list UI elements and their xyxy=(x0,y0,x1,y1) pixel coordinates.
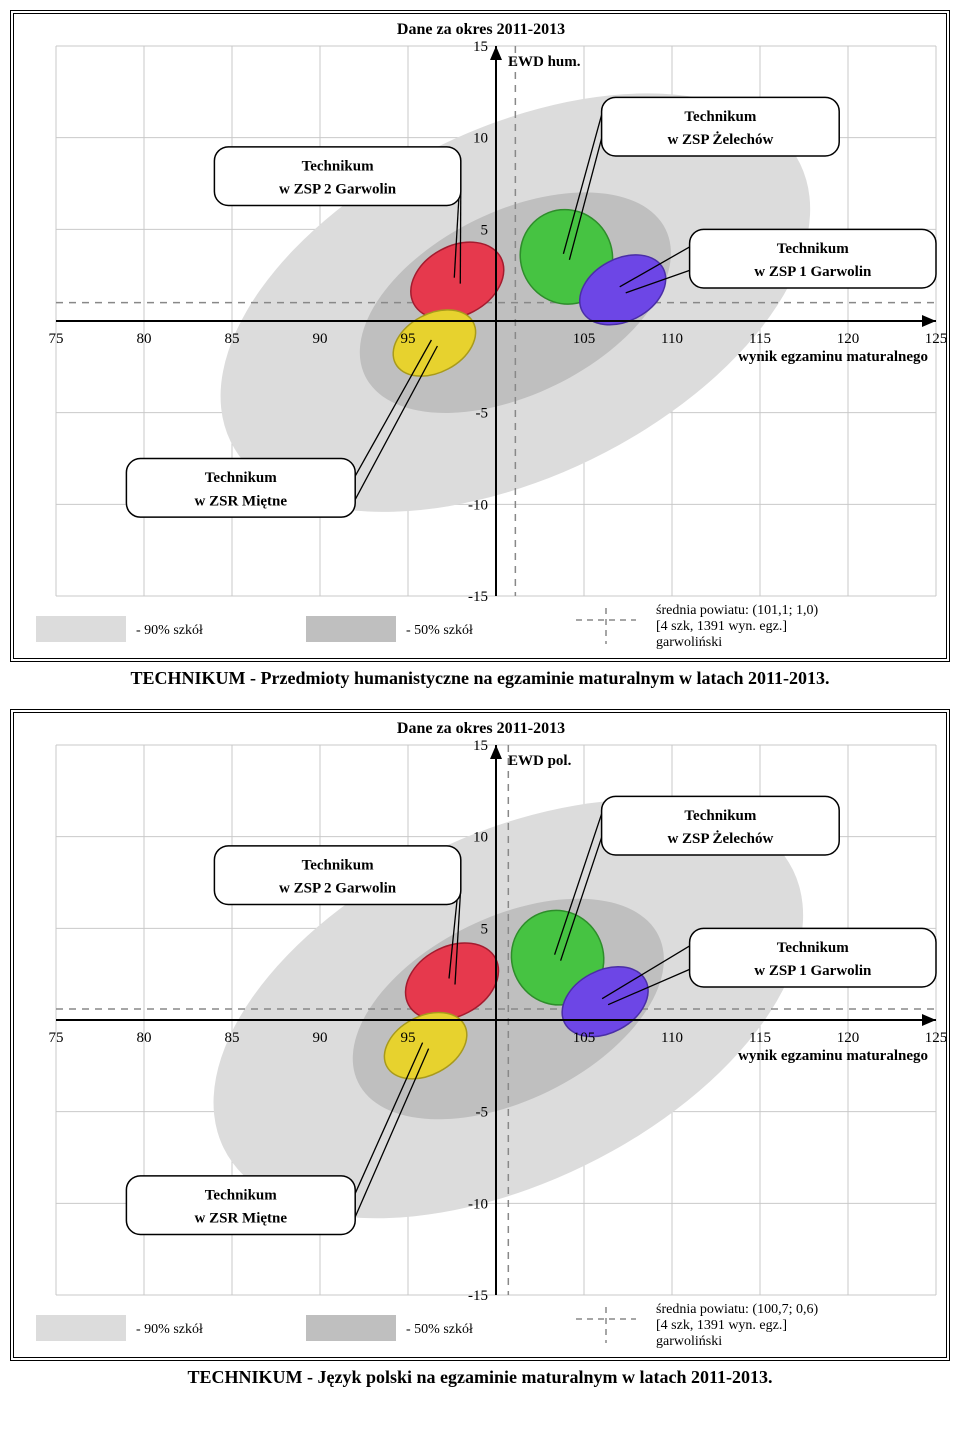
y-tick-label: 10 xyxy=(473,131,488,147)
legend-swatch-90 xyxy=(36,616,126,642)
legend-crosshair-text: garwoliński xyxy=(656,1334,722,1349)
callout-text: Technikum xyxy=(302,857,374,873)
x-tick-label: 95 xyxy=(401,1030,416,1046)
callout-text: w ZSP 1 Garwolin xyxy=(754,264,872,280)
callout-text: w ZSP Żelechów xyxy=(667,830,773,847)
x-tick-label: 90 xyxy=(313,331,328,347)
legend-swatch-90 xyxy=(36,1315,126,1341)
x-tick-label: 125 xyxy=(925,331,946,347)
chart-wrapper: Dane za okres 2011-201375808590951051101… xyxy=(10,709,950,1388)
chart-svg: Dane za okres 2011-201375808590951051101… xyxy=(16,715,946,1355)
legend-crosshair-text: [4 szk, 1391 wyn. egz.] xyxy=(656,619,787,634)
callout-text: Technikum xyxy=(684,109,756,125)
y-axis-label: EWD pol. xyxy=(508,753,572,769)
y-axis-label: EWD hum. xyxy=(508,54,581,70)
x-tick-label: 75 xyxy=(49,1030,64,1046)
legend-crosshair-text: średnia powiatu: (100,7; 0,6) xyxy=(656,1302,818,1317)
x-tick-label: 120 xyxy=(837,331,860,347)
x-tick-label: 110 xyxy=(661,331,683,347)
chart-svg: Dane za okres 2011-201375808590951051101… xyxy=(16,16,946,656)
chart-caption: TECHNIKUM - Przedmioty humanistyczne na … xyxy=(10,668,950,689)
arrow-x-icon xyxy=(922,1014,936,1026)
y-tick-label: -10 xyxy=(468,497,488,513)
callout-text: w ZSR Miętne xyxy=(195,493,288,509)
chart-wrapper: Dane za okres 2011-201375808590951051101… xyxy=(10,10,950,689)
legend-swatch-50 xyxy=(306,616,396,642)
legend-crosshair-text: garwoliński xyxy=(656,635,722,650)
x-tick-label: 120 xyxy=(837,1030,860,1046)
callout-text: Technikum xyxy=(205,470,277,486)
callout-text: w ZSP Żelechów xyxy=(667,131,773,148)
y-tick-label: 5 xyxy=(481,921,489,937)
x-tick-label: 105 xyxy=(573,1030,596,1046)
x-axis-label: wynik egzaminu maturalnego xyxy=(738,1048,928,1064)
arrow-y-icon xyxy=(490,46,502,60)
legend-crosshair-text: średnia powiatu: (101,1; 1,0) xyxy=(656,603,818,618)
callout-leader xyxy=(460,188,461,284)
x-tick-label: 90 xyxy=(313,1030,328,1046)
y-tick-label: 5 xyxy=(481,222,489,238)
x-tick-label: 80 xyxy=(137,1030,152,1046)
x-tick-label: 85 xyxy=(225,331,240,347)
callout-text: w ZSP 1 Garwolin xyxy=(754,963,872,979)
x-tick-label: 110 xyxy=(661,1030,683,1046)
y-tick-label: -15 xyxy=(468,1288,488,1304)
legend-label-50: - 50% szkół xyxy=(406,623,473,638)
chart-frame: Dane za okres 2011-201375808590951051101… xyxy=(10,709,950,1361)
y-tick-label: 10 xyxy=(473,830,488,846)
callout-text: Technikum xyxy=(205,1187,277,1203)
x-tick-label: 95 xyxy=(401,331,416,347)
x-tick-label: 85 xyxy=(225,1030,240,1046)
y-tick-label: -10 xyxy=(468,1196,488,1212)
x-tick-label: 115 xyxy=(749,331,771,347)
x-tick-label: 105 xyxy=(573,331,596,347)
callout-text: w ZSR Miętne xyxy=(195,1211,288,1227)
x-tick-label: 125 xyxy=(925,1030,946,1046)
chart-frame: Dane za okres 2011-201375808590951051101… xyxy=(10,10,950,662)
y-tick-label: -5 xyxy=(476,406,489,422)
y-tick-label: -5 xyxy=(476,1105,489,1121)
callout-text: Technikum xyxy=(777,241,849,257)
chart-title: Dane za okres 2011-2013 xyxy=(397,21,565,38)
legend-label-50: - 50% szkół xyxy=(406,1322,473,1337)
callout-text: w ZSP 2 Garwolin xyxy=(279,881,397,897)
x-tick-label: 80 xyxy=(137,331,152,347)
legend-swatch-50 xyxy=(306,1315,396,1341)
x-axis-label: wynik egzaminu maturalnego xyxy=(738,349,928,365)
y-tick-label: 15 xyxy=(473,738,488,754)
legend-crosshair-text: [4 szk, 1391 wyn. egz.] xyxy=(656,1318,787,1333)
callout-text: Technikum xyxy=(684,808,756,824)
chart-caption: TECHNIKUM - Język polski na egzaminie ma… xyxy=(10,1367,950,1388)
legend-label-90: - 90% szkół xyxy=(136,623,203,638)
callout-text: Technikum xyxy=(777,940,849,956)
y-tick-label: -15 xyxy=(468,589,488,605)
legend-label-90: - 90% szkół xyxy=(136,1322,203,1337)
arrow-x-icon xyxy=(922,315,936,327)
y-tick-label: 15 xyxy=(473,39,488,55)
x-tick-label: 115 xyxy=(749,1030,771,1046)
x-tick-label: 75 xyxy=(49,331,64,347)
arrow-y-icon xyxy=(490,745,502,759)
callout-text: Technikum xyxy=(302,158,374,174)
callout-text: w ZSP 2 Garwolin xyxy=(279,182,397,198)
chart-title: Dane za okres 2011-2013 xyxy=(397,720,565,737)
